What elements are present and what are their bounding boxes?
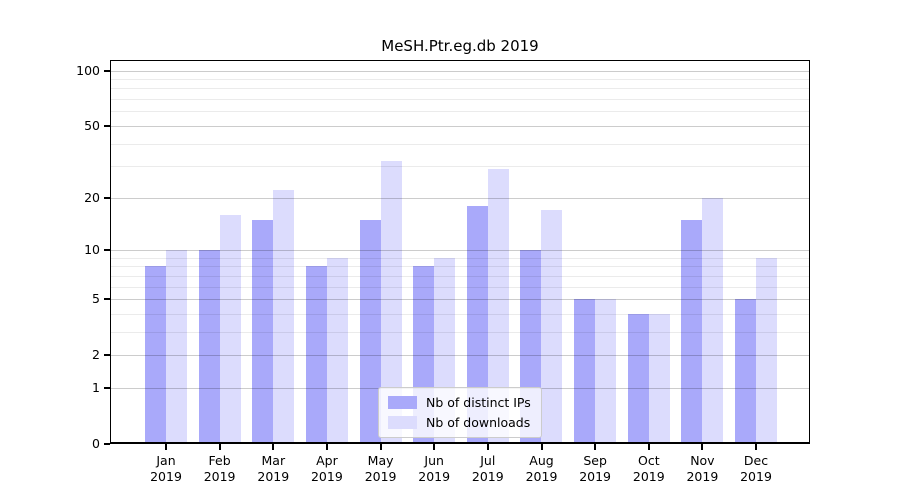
legend-swatch-distinct-ips [388,396,417,409]
gridline-minor-30 [110,166,810,168]
gridline-minor-3 [110,331,810,333]
gridline-minor-7 [110,275,810,277]
y-tick-mark-0 [104,443,110,445]
x-tick-mark-jan [165,444,167,450]
y-tick-label-100: 100 [76,62,100,78]
x-tick-mark-aug [540,444,543,450]
y-tick-mark-100 [104,69,110,72]
x-tick-mark-apr [325,444,328,450]
gridline-major-50 [110,125,810,127]
gridline-minor-40 [110,143,810,145]
x-tick-mark-feb [218,444,221,450]
gridline-minor-80 [110,88,810,90]
legend-swatch-downloads [388,416,417,429]
legend-label-distinct-ips: Nb of distinct IPs [426,395,531,410]
bar-distinct_ips-feb [198,249,220,444]
x-tick-label-feb: Feb 2019 [203,453,236,484]
y-tick-mark-10 [104,248,110,251]
x-tick-mark-jun [433,444,436,450]
legend-row-distinct-ips: Nb of distinct IPs [388,395,531,410]
gridline-minor-90 [110,78,810,80]
gridline-minor-60 [110,111,810,113]
grid-layer [110,60,810,444]
bar-distinct_ips-jul [466,205,488,444]
x-tick-mark-jul [486,444,489,450]
plot-area: Nb of distinct IPs Nb of downloads [110,60,810,444]
bar-downloads-may [380,161,402,444]
bar-downloads-sep [595,299,617,444]
bar-downloads-dec [756,257,778,444]
y-tick-mark-2 [104,354,110,357]
bar-distinct_ips-jan [145,266,166,444]
gridline-major-10 [110,249,810,251]
gridline-minor-6 [110,286,810,288]
y-tick-mark-20 [104,196,110,199]
bar-distinct_ips-sep [574,299,596,444]
x-tick-mark-sep [594,444,597,450]
x-tick-label-jan: Jan 2019 [150,453,182,484]
x-tick-mark-oct [647,444,650,450]
x-tick-mark-dec [755,444,757,450]
gridline-major-20 [110,197,810,199]
y-tick-label-2: 2 [92,347,100,363]
x-tick-label-oct: Oct 2019 [632,453,665,484]
bar-downloads-feb [219,214,241,444]
gridline-minor-70 [110,99,810,100]
gridline-major-2 [110,355,810,357]
bar-downloads-apr [326,257,348,444]
y-tick-label-50: 50 [84,117,100,133]
legend: Nb of distinct IPs Nb of downloads [378,387,542,438]
x-tick-mark-may [379,444,382,450]
x-tick-label-nov: Nov 2019 [686,453,719,484]
x-tick-label-sep: Sep 2019 [579,453,611,484]
legend-row-downloads: Nb of downloads [388,415,531,430]
bar-downloads-aug [541,210,563,444]
x-tick-label-jun: Jun 2019 [418,453,451,484]
bar-downloads-jul [487,168,509,444]
bars-layer [110,60,810,444]
y-tick-mark-5 [104,298,110,300]
y-tick-mark-1 [104,386,110,389]
bar-distinct_ips-dec [735,299,757,444]
y-tick-label-0: 0 [92,436,100,451]
bar-distinct_ips-oct [627,313,649,444]
gridline-minor-4 [110,313,810,315]
y-tick-label-1: 1 [92,379,100,395]
gridline-minor-8 [110,266,810,268]
bar-downloads-jan [166,249,187,444]
y-tick-label-5: 5 [92,291,100,306]
bar-downloads-nov [702,197,724,444]
chart-title: MeSH.Ptr.eg.db 2019 [381,37,539,55]
bar-downloads-oct [648,313,670,444]
x-tick-label-mar: Mar 2019 [257,453,290,484]
bar-distinct_ips-nov [681,219,703,444]
x-tick-label-apr: Apr 2019 [310,453,343,484]
gridline-minor-9 [110,257,810,259]
legend-label-downloads: Nb of downloads [426,415,531,430]
bar-distinct_ips-may [359,219,381,444]
bar-distinct_ips-apr [305,266,327,444]
y-tick-label-10: 10 [84,241,100,257]
x-tick-label-dec: Dec 2019 [740,453,772,484]
x-tick-mark-mar [272,444,275,450]
x-tick-label-aug: Aug 2019 [525,453,558,484]
bar-downloads-mar [273,190,295,444]
gridline-major-100 [110,70,810,72]
gridline-major-5 [110,299,810,300]
x-tick-label-may: May 2019 [364,453,397,484]
y-tick-mark-50 [104,124,110,127]
x-tick-label-jul: Jul 2019 [471,453,504,484]
x-tick-mark-nov [701,444,704,450]
y-tick-label-20: 20 [84,189,100,205]
bar-distinct_ips-mar [252,219,274,444]
